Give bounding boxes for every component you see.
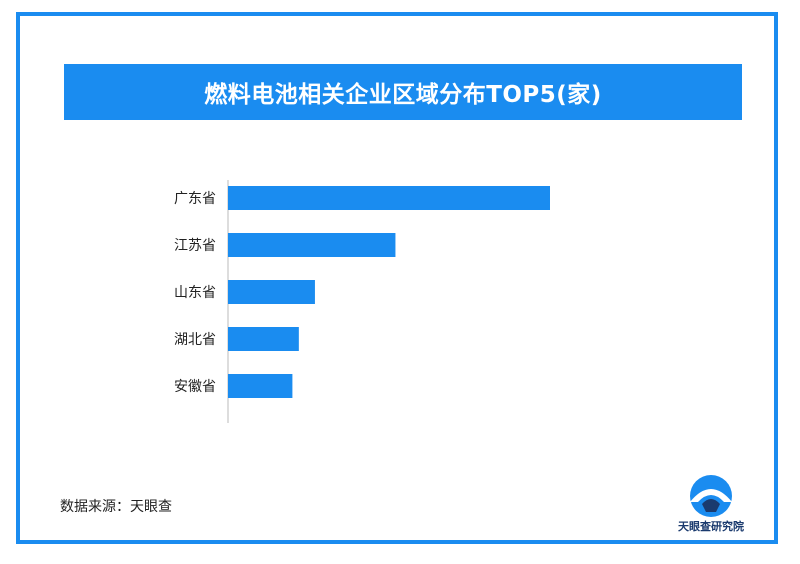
bar-2 (228, 233, 396, 257)
bar-1 (228, 186, 550, 210)
category-label-4: 湖北省 (174, 332, 216, 348)
category-label-1: 广东省 (174, 191, 216, 207)
category-label-2: 江苏省 (174, 238, 216, 254)
bar-3 (228, 280, 315, 304)
bar-4 (228, 327, 299, 351)
tianyancha-logo-icon (690, 475, 732, 517)
logo-text: 天眼查研究院 (678, 520, 744, 533)
category-label-3: 山东省 (174, 285, 216, 301)
bar-5 (228, 374, 293, 398)
data-source-note: 数据来源：天眼查 (60, 499, 172, 515)
tianyancha-logo: 天眼查研究院 (662, 472, 760, 536)
category-label-5: 安徽省 (174, 379, 216, 395)
chart-title: 燃料电池相关企业区域分布TOP5(家) (64, 64, 742, 120)
